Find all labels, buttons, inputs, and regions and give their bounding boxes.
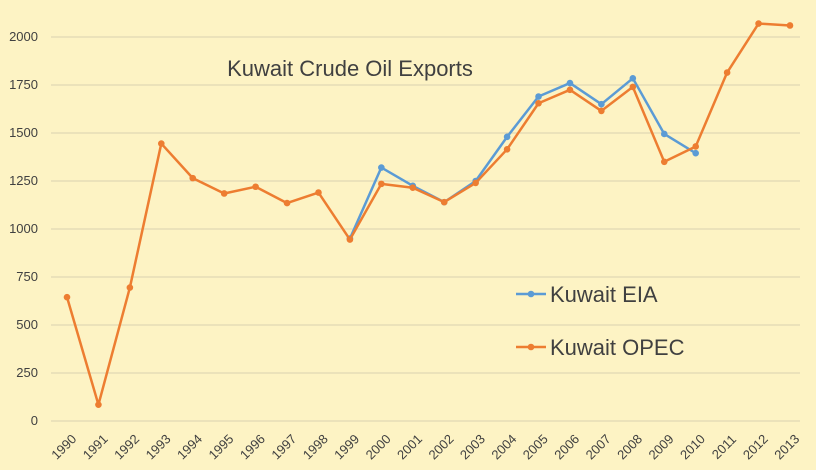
- data-point-kuwait-opec: [283, 199, 291, 207]
- x-tick-label: 2007: [583, 431, 614, 462]
- data-point-kuwait-opec: [503, 146, 511, 153]
- x-tick-label: 2008: [614, 431, 645, 462]
- series-line-kuwait-eia: [348, 77, 697, 240]
- legend-label: Kuwait OPEC: [550, 335, 685, 360]
- data-point-kuwait-opec: [755, 20, 762, 27]
- x-tick-label: 2004: [488, 431, 519, 462]
- data-point-kuwait-eia: [598, 100, 605, 108]
- series-line-kuwait-opec: [65, 22, 791, 406]
- x-tick-label: 2011: [709, 432, 739, 462]
- x-tick-label: 1992: [111, 431, 142, 462]
- y-tick-label: 750: [16, 269, 38, 284]
- y-tick-label: 500: [16, 317, 38, 332]
- data-point-kuwait-opec: [535, 99, 542, 107]
- data-point-kuwait-opec: [786, 22, 794, 29]
- y-tick-label: 250: [16, 365, 38, 380]
- data-point-kuwait-eia: [692, 149, 699, 157]
- x-tick-label: 1998: [300, 431, 331, 462]
- x-tick-label: 2000: [363, 431, 394, 462]
- data-point-kuwait-opec: [252, 183, 259, 191]
- data-point-kuwait-opec: [472, 179, 479, 187]
- y-axis-tick-labels: 0 250 500 750 1000 1250 1500 1750 2000: [9, 29, 38, 428]
- x-tick-label: 1999: [331, 431, 362, 462]
- data-point-kuwait-eia: [566, 79, 574, 87]
- legend-marker: [527, 343, 535, 351]
- data-point-kuwait-eia: [503, 133, 511, 141]
- series-kuwait-opec: [63, 20, 794, 408]
- legend: Kuwait EIA Kuwait OPEC: [516, 282, 685, 360]
- x-axis-tick-labels: 1990 1991 1992 1993 1994 1995 1996 1997 1998 1999…: [48, 431, 802, 462]
- data-point-kuwait-opec: [629, 83, 637, 91]
- data-point-kuwait-opec: [95, 401, 102, 408]
- data-point-kuwait-opec: [723, 69, 731, 76]
- data-point-kuwait-opec: [660, 158, 668, 166]
- x-tick-label: 2005: [520, 431, 551, 462]
- legend-label: Kuwait EIA: [550, 282, 658, 307]
- gridlines: [51, 36, 800, 422]
- data-point-kuwait-opec: [63, 293, 71, 301]
- data-point-kuwait-opec: [566, 86, 574, 94]
- y-tick-label: 1250: [9, 173, 38, 188]
- y-tick-label: 2000: [9, 29, 38, 44]
- data-point-kuwait-opec: [378, 180, 385, 188]
- data-point-kuwait-opec: [440, 198, 448, 206]
- data-point-kuwait-opec: [126, 284, 134, 291]
- data-point-kuwait-opec: [692, 143, 699, 150]
- x-tick-label: 2010: [677, 431, 708, 462]
- data-point-kuwait-opec: [409, 184, 417, 192]
- y-tick-label: 0: [31, 413, 38, 428]
- x-tick-label: 2012: [740, 431, 771, 462]
- x-tick-label: 1991: [80, 431, 111, 462]
- x-tick-label: 1993: [143, 431, 174, 462]
- legend-marker: [527, 290, 535, 298]
- data-point-kuwait-opec: [220, 190, 228, 197]
- x-tick-label: 2002: [426, 431, 457, 462]
- x-tick-label: 1994: [174, 431, 205, 462]
- x-tick-label: 1997: [268, 431, 299, 462]
- legend-item-kuwait-eia: Kuwait EIA: [516, 282, 658, 307]
- x-tick-label: 1996: [237, 431, 268, 462]
- data-point-kuwait-eia: [660, 130, 668, 138]
- x-tick-label: 1990: [48, 431, 79, 462]
- x-tick-label: 2013: [771, 431, 802, 462]
- series-kuwait-eia: [346, 74, 699, 242]
- data-point-kuwait-eia: [535, 93, 542, 100]
- x-tick-label: 2009: [646, 431, 677, 462]
- x-tick-label: 2001: [394, 431, 425, 462]
- chart-title: Kuwait Crude Oil Exports: [227, 56, 473, 81]
- y-tick-label: 1500: [9, 125, 38, 140]
- x-tick-label: 2003: [457, 431, 488, 462]
- data-point-kuwait-opec: [346, 236, 354, 243]
- data-point-kuwait-opec: [158, 140, 165, 147]
- legend-item-kuwait-opec: Kuwait OPEC: [516, 335, 685, 360]
- data-point-kuwait-opec: [189, 174, 197, 182]
- data-point-kuwait-eia: [629, 74, 637, 82]
- x-tick-label: 1995: [205, 431, 236, 462]
- x-tick-label: 2006: [551, 431, 582, 462]
- data-series: [63, 20, 794, 408]
- data-point-kuwait-opec: [598, 107, 605, 115]
- y-tick-label: 1750: [9, 77, 38, 92]
- data-point-kuwait-opec: [315, 189, 322, 196]
- y-tick-label: 1000: [9, 221, 38, 236]
- data-point-kuwait-eia: [378, 164, 385, 171]
